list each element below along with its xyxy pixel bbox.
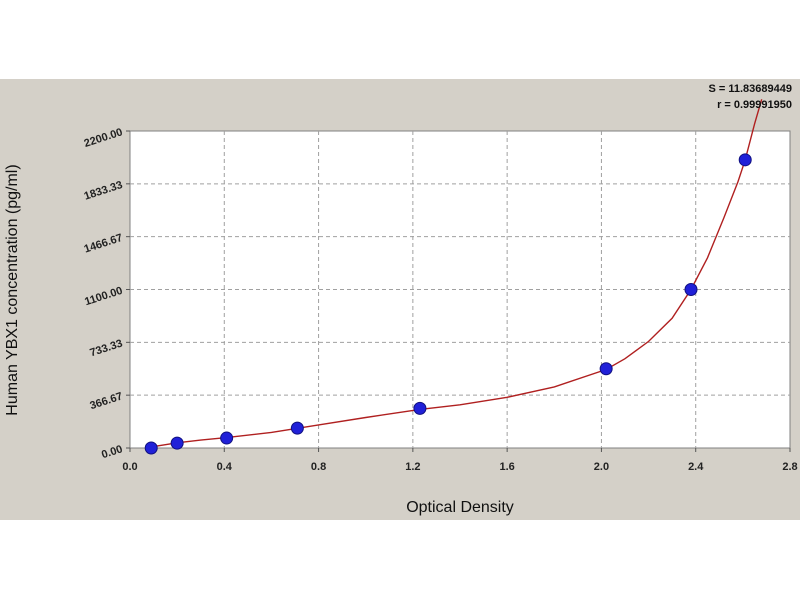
y-tick-label: 0.00 (100, 443, 124, 461)
x-tick-label: 2.4 (688, 461, 704, 473)
data-point (220, 431, 234, 445)
x-tick-label: 0.0 (122, 461, 137, 473)
x-tick-label: 1.2 (405, 461, 420, 473)
y-tick-label: 733.33 (88, 338, 124, 360)
data-point (290, 421, 304, 435)
y-axis-title: Human YBX1 concentration (pg/ml) (4, 164, 21, 415)
data-point (144, 441, 158, 455)
y-axis-ticks: 0.00 366.67 733.33 1100.00 1466.67 1833.33 220… (83, 126, 130, 461)
stat-r: r = 0.99991950 (717, 99, 792, 111)
x-tick-label: 2.0 (594, 461, 609, 473)
grid (130, 131, 790, 448)
x-tick-label: 2.8 (782, 461, 797, 473)
x-tick-label: 0.4 (217, 461, 233, 473)
y-tick-label: 2200.00 (83, 126, 125, 150)
fit-curve (146, 99, 763, 449)
x-tick-label: 1.6 (499, 461, 514, 473)
x-axis-title: Optical Density (406, 499, 514, 516)
data-points (144, 153, 752, 455)
stat-s: S = 11.83689449 (709, 83, 793, 95)
data-point (738, 153, 752, 167)
x-axis-ticks: 0.0 0.4 0.8 1.2 1.6 2.0 2.4 2.8 (122, 448, 798, 473)
data-point (413, 401, 427, 415)
fit-curve-layer (146, 99, 763, 449)
y-tick-label: 1100.00 (83, 285, 124, 309)
x-tick-label: 0.8 (311, 461, 326, 473)
y-tick-label: 1466.67 (83, 232, 125, 256)
data-point (684, 283, 698, 296)
data-point (170, 436, 184, 450)
data-point (599, 362, 613, 376)
y-tick-label: 1833.33 (83, 179, 125, 203)
y-tick-label: 366.67 (88, 390, 124, 412)
